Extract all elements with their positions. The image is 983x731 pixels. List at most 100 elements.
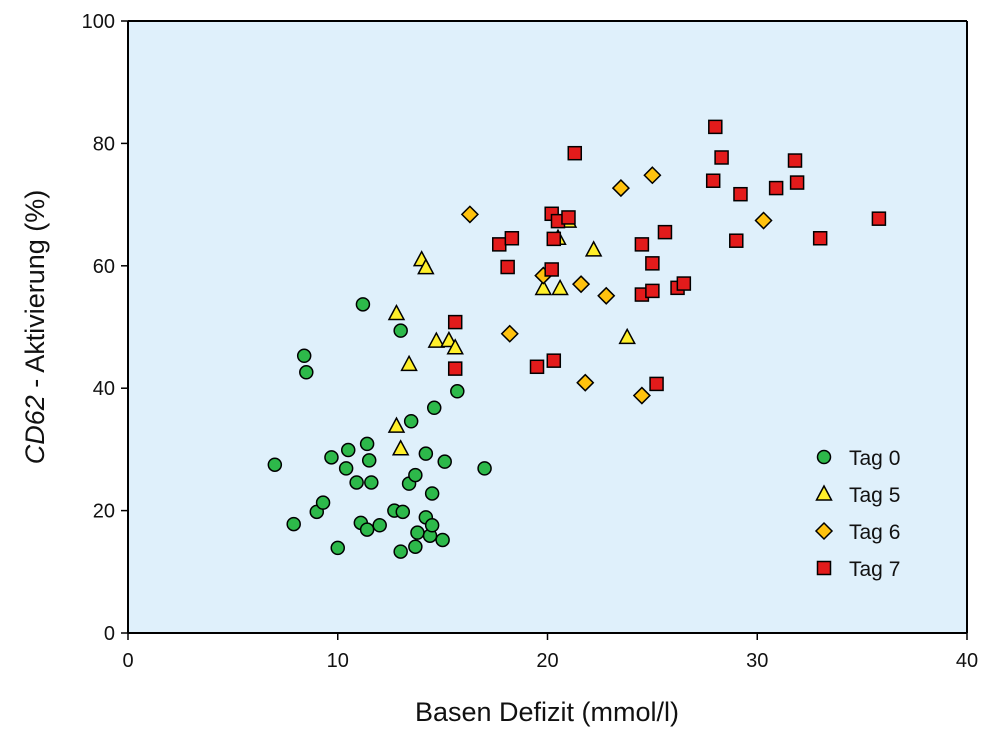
- y-tick-label-4: 80: [93, 133, 115, 155]
- tag-0-point-23: [403, 413, 419, 429]
- tag-0-point-25: [408, 467, 423, 483]
- tag-5-point-13: [584, 240, 603, 257]
- tag-0-point-10: [349, 475, 364, 490]
- tag-0-point-13: [359, 522, 375, 537]
- tag-0-point-30: [424, 518, 440, 533]
- legend-label-1: Tag 5: [849, 484, 900, 507]
- tag-7-point-22: [708, 119, 723, 135]
- x-axis-title: Basen Defizit (mmol/l): [415, 697, 679, 727]
- tag-7-point-30: [871, 211, 887, 226]
- tag-0-point-34: [437, 454, 452, 469]
- tag-0-point-31: [424, 486, 440, 501]
- tag-7-point-17: [649, 376, 664, 392]
- tag-6-point-1: [500, 324, 519, 343]
- tag-7-point-15: [645, 256, 660, 271]
- tag-7-point-11: [561, 210, 576, 225]
- y-axis-title-italic: CD62: [20, 395, 50, 464]
- legend-marker-0: [816, 449, 832, 465]
- tag-7-point-26: [768, 180, 784, 196]
- tag-6-point-8: [643, 166, 662, 185]
- legend-label-2: Tag 6: [849, 521, 900, 544]
- tag-6-point-9: [754, 211, 773, 230]
- tag-6-point-6: [611, 179, 630, 198]
- tag-5-point-7: [440, 330, 458, 348]
- tag-0-point-16: [364, 475, 379, 490]
- tag-7-point-16: [645, 283, 660, 299]
- tag-5-point-8: [446, 338, 464, 355]
- tag-0-point-2: [296, 348, 312, 364]
- legend-label-3: Tag 7: [849, 558, 900, 581]
- axis-ticks: 0 10 20 30 40 0 20 40 60 80 100: [82, 11, 979, 672]
- tag-7-point-18: [657, 224, 673, 240]
- tag-6-point-3: [571, 275, 591, 294]
- x-tick-label-1: 10: [327, 650, 349, 672]
- tag-7-point-27: [787, 153, 803, 168]
- tag-0-point-26: [410, 525, 425, 540]
- tag-0-point-12: [355, 297, 371, 312]
- x-tick-label-0: 0: [122, 650, 133, 672]
- tag-0-point-32: [426, 400, 442, 416]
- tag-0-point-27: [418, 446, 434, 461]
- y-axis-title: CD62 - Aktivierung (%): [20, 190, 50, 465]
- tag-0-point-36: [477, 461, 492, 476]
- legend: Tag 0 Tag 5 Tag 6 Tag 7: [814, 447, 900, 581]
- y-tick-label-1: 20: [93, 501, 115, 523]
- tag-7-point-9: [546, 231, 562, 247]
- legend-label-0: Tag 0: [849, 447, 900, 470]
- tag-7-point-24: [729, 233, 744, 248]
- tag-0-point-19: [393, 323, 408, 338]
- tag-7-point-4: [504, 231, 520, 246]
- y-tick-label-3: 60: [93, 256, 115, 278]
- tag-5-point-2: [391, 439, 410, 456]
- tag-0-point-9: [340, 442, 356, 458]
- tag-5-point-0: [387, 416, 406, 433]
- tag-0-point-8: [338, 461, 354, 476]
- tag-0-point-5: [315, 495, 331, 510]
- legend-marker-3: [816, 560, 832, 576]
- tag-7-point-25: [733, 186, 748, 202]
- data-markers: [267, 119, 887, 559]
- tag-0-point-20: [393, 544, 408, 559]
- y-tick-label-2: 40: [93, 378, 115, 400]
- tag-5-point-1: [387, 303, 406, 321]
- tag-0-point-3: [299, 365, 314, 380]
- x-tick-label-4: 40: [956, 650, 978, 672]
- tag-0-point-35: [450, 384, 465, 399]
- tag-7-point-1: [447, 361, 463, 376]
- tag-5-point-6: [427, 331, 446, 348]
- x-tick-label-3: 30: [746, 650, 768, 672]
- x-tick-label-2: 20: [536, 650, 558, 672]
- tag-0-point-15: [361, 453, 377, 468]
- tag-0-point-0: [267, 457, 283, 472]
- tag-0-point-6: [324, 450, 339, 465]
- tag-0-point-17: [372, 518, 387, 533]
- tag-6-point-0: [460, 205, 479, 224]
- tag-7-point-20: [676, 276, 692, 291]
- tag-5-point-5: [417, 258, 435, 275]
- tag-0-point-1: [286, 516, 301, 532]
- tag-7-point-29: [812, 231, 828, 246]
- tag-7-point-2: [492, 237, 507, 252]
- tag-0-point-7: [330, 540, 345, 556]
- tag-7-point-3: [500, 259, 515, 275]
- tag-6-point-7: [632, 386, 651, 405]
- tag-5-point-3: [400, 354, 418, 372]
- tag-7-point-21: [705, 173, 721, 188]
- tag-7-point-23: [714, 150, 729, 165]
- tag-5-point-11: [551, 278, 569, 296]
- y-axis-title-rest: - Aktivierung (%): [20, 190, 50, 396]
- legend-marker-2: [814, 521, 834, 541]
- tag-0-point-14: [359, 436, 375, 452]
- tag-5-point-9: [534, 278, 553, 296]
- tag-7-point-6: [544, 262, 559, 277]
- tag-6-point-4: [576, 373, 595, 392]
- tag-7-point-12: [567, 145, 583, 161]
- tag-0-point-33: [435, 532, 450, 548]
- tag-7-point-0: [447, 314, 463, 330]
- y-tick-label-0: 0: [104, 623, 115, 645]
- tag-5-point-14: [618, 327, 636, 345]
- tag-0-point-21: [395, 504, 411, 520]
- tag-7-point-5: [529, 359, 545, 375]
- tag-7-point-13: [634, 237, 650, 252]
